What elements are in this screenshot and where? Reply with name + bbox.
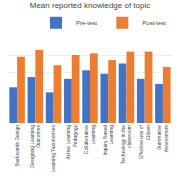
svg-text:Mean reported knowledge of top: Mean reported knowledge of topic [30, 1, 151, 10]
svg-text:Post-test: Post-test [142, 20, 166, 26]
svg-text:Technology in theclassroom: Technology in theclassroom [120, 125, 133, 164]
svg-text:SummativeAssessment: SummativeAssessment [156, 124, 169, 152]
svg-text:CollaborativeLearning: CollaborativeLearning [83, 125, 96, 154]
svg-text:Backwards Design: Backwards Design [14, 125, 20, 167]
svg-text:Effective use ofCitizen: Effective use ofCitizen [138, 124, 151, 159]
svg-text:Designing LearningOutcomes: Designing LearningOutcomes [29, 125, 42, 169]
svg-text:Learning Taxonomies: Learning Taxonomies [50, 125, 56, 173]
svg-text:Inquiry BasedLearning: Inquiry BasedLearning [102, 125, 115, 156]
svg-text:Active LearningPedagogy: Active LearningPedagogy [65, 125, 78, 160]
svg-text:Pre-test: Pre-test [76, 20, 97, 26]
